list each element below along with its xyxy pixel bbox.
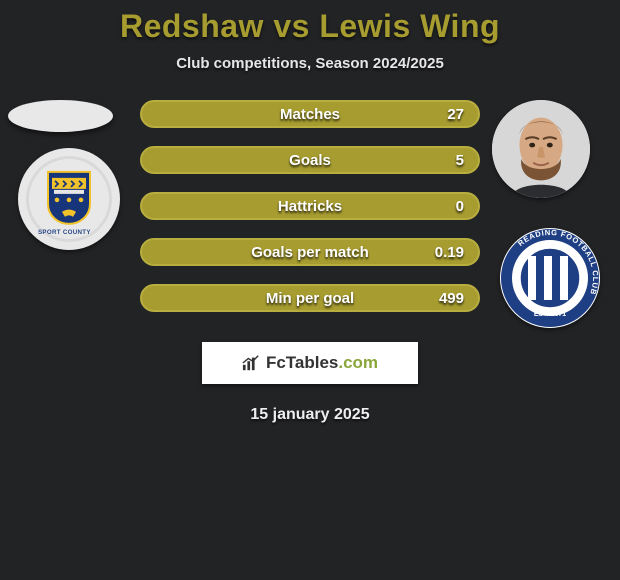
- page-title: Redshaw vs Lewis Wing: [0, 8, 620, 45]
- stat-bar: Matches 27: [140, 100, 480, 128]
- club-crest-left: SPORT COUNTY: [18, 148, 120, 250]
- crest-left-text: SPORT COUNTY: [38, 229, 91, 236]
- club-crest-right: READING FOOTBALL CLUB EST. 1871: [500, 228, 600, 328]
- brand-suffix: .com: [338, 353, 378, 372]
- brand-badge: FcTables.com: [202, 342, 418, 384]
- stat-bar: Goals 5: [140, 146, 480, 174]
- stats-area: SPORT COUNTY: [0, 100, 620, 340]
- stat-bar-value-right: 499: [439, 290, 464, 307]
- subtitle: Club competitions, Season 2024/2025: [0, 55, 620, 72]
- stat-bar: Goals per match 0.19: [140, 238, 480, 266]
- chart-icon: [242, 354, 260, 372]
- stat-bar-value-right: 0.19: [435, 244, 464, 261]
- infographic-root: Redshaw vs Lewis Wing Club competitions,…: [0, 0, 620, 424]
- date-text: 15 january 2025: [0, 406, 620, 424]
- stat-bar: Hattricks 0: [140, 192, 480, 220]
- brand-name: FcTables: [266, 353, 338, 372]
- player-left-portrait: [8, 100, 113, 132]
- crest-right-est: EST. 1871: [534, 311, 566, 318]
- stat-bar-value-right: 27: [447, 106, 464, 123]
- stat-bar-label: Goals: [289, 152, 331, 169]
- brand-text: FcTables.com: [266, 353, 378, 373]
- shield-icon: [46, 170, 92, 226]
- stat-bars: Matches 27 Goals 5 Hattricks 0 Goals per match…: [140, 100, 480, 330]
- stat-bar-label: Goals per match: [251, 244, 369, 261]
- stat-bar-value-right: 5: [456, 152, 464, 169]
- stat-bar-label: Matches: [280, 106, 340, 123]
- player-right-portrait: [492, 100, 590, 198]
- stat-bar-label: Hattricks: [278, 198, 342, 215]
- stat-bar: Min per goal 499: [140, 284, 480, 312]
- stat-bar-label: Min per goal: [266, 290, 354, 307]
- stat-bar-value-right: 0: [456, 198, 464, 215]
